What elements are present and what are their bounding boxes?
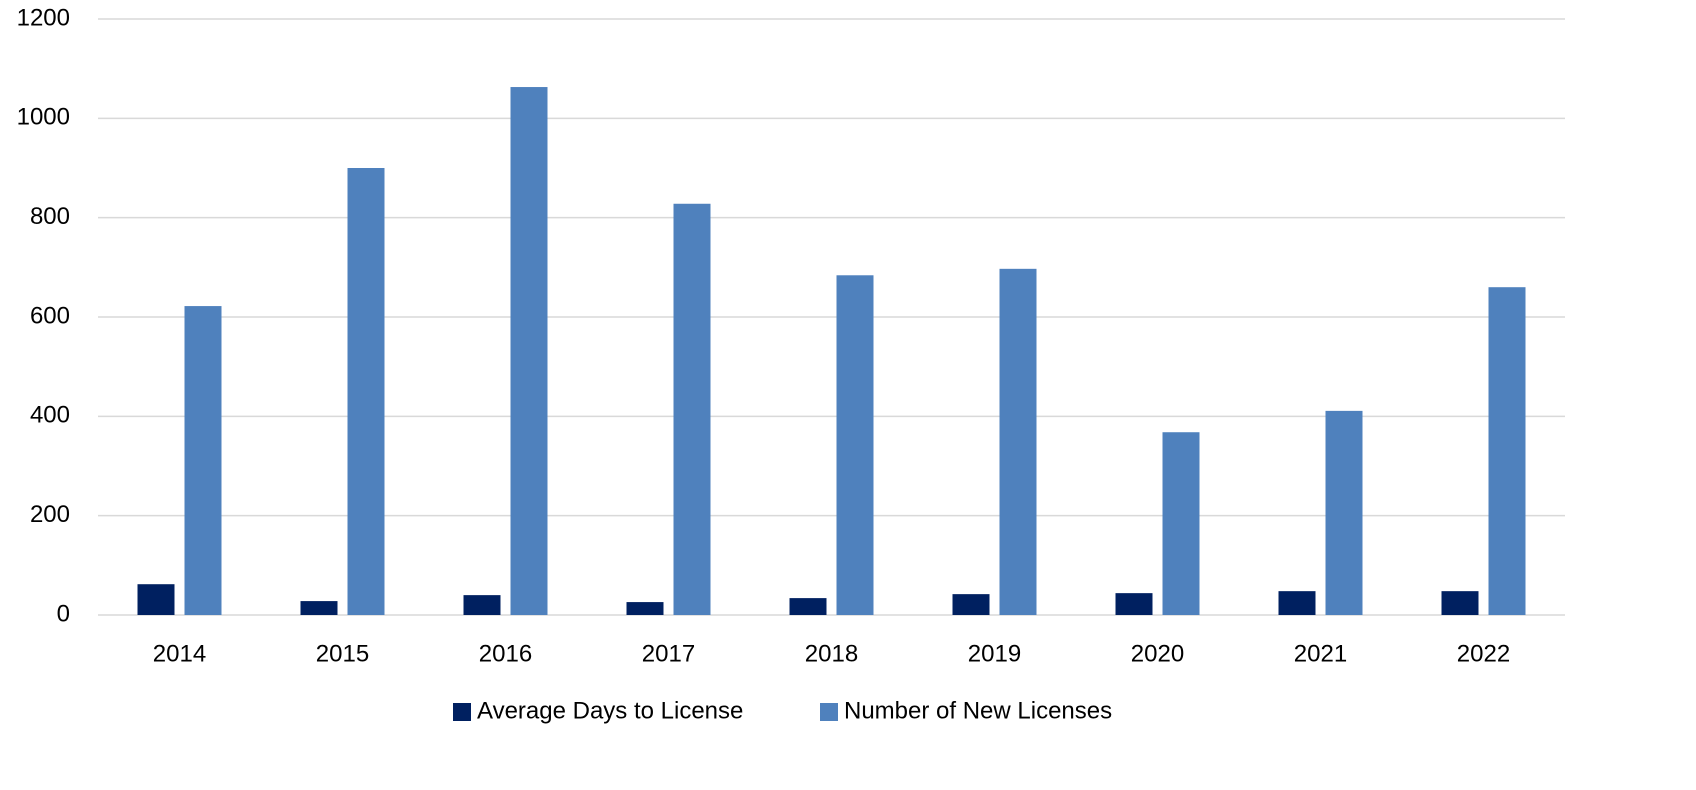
bar <box>300 601 338 615</box>
legend-label: Average Days to License <box>477 697 743 724</box>
x-tick-label: 2015 <box>316 640 369 667</box>
bar <box>1278 591 1316 615</box>
y-tick-label: 0 <box>57 600 70 627</box>
bar <box>1162 432 1200 615</box>
bar <box>1488 287 1526 615</box>
bar <box>347 168 385 615</box>
x-tick-label: 2020 <box>1131 640 1184 667</box>
bar <box>184 306 222 615</box>
bar <box>1115 593 1153 615</box>
bar <box>836 275 874 615</box>
bar <box>626 602 664 615</box>
x-tick-label: 2016 <box>479 640 532 667</box>
bar <box>137 584 175 615</box>
y-tick-label: 200 <box>30 501 70 528</box>
x-tick-label: 2017 <box>642 640 695 667</box>
x-tick-label: 2018 <box>805 640 858 667</box>
bar <box>999 268 1037 615</box>
bar <box>1441 591 1479 615</box>
y-tick-label: 400 <box>30 402 70 429</box>
x-tick-label: 2022 <box>1457 640 1510 667</box>
y-tick-label: 1200 <box>17 4 70 31</box>
bar <box>510 87 548 615</box>
bar <box>952 594 990 615</box>
x-tick-label: 2021 <box>1294 640 1347 667</box>
y-tick-label: 800 <box>30 203 70 230</box>
x-tick-label: 2014 <box>153 640 206 667</box>
legend-swatch <box>820 703 838 721</box>
x-tick-label: 2019 <box>968 640 1021 667</box>
bar <box>463 595 501 615</box>
bar <box>1325 410 1363 615</box>
legend-label: Number of New Licenses <box>844 697 1112 724</box>
y-tick-label: 1000 <box>17 104 70 131</box>
bar <box>673 203 711 615</box>
y-tick-label: 600 <box>30 302 70 329</box>
bar <box>789 598 827 615</box>
legend-swatch <box>453 703 471 721</box>
